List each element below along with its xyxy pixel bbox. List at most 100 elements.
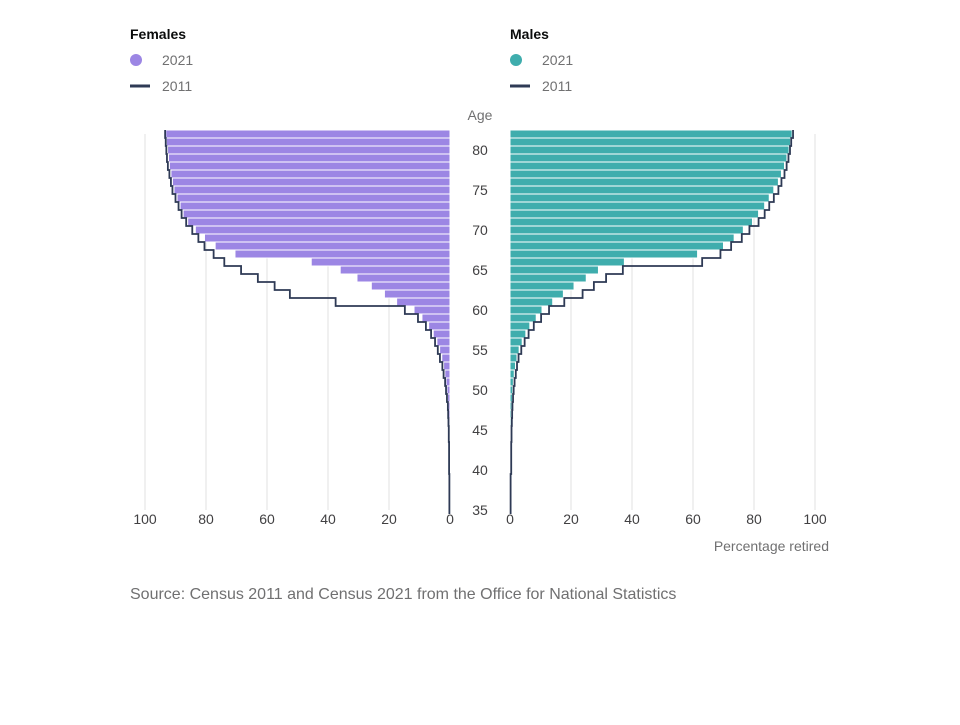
legend-females-2011-label: 2011 xyxy=(162,78,192,94)
bar-females-2021-age-75 xyxy=(174,186,450,194)
bar-males-2021-age-66 xyxy=(510,258,624,266)
age-tick-50: 50 xyxy=(472,382,488,398)
bar-males-2021-age-72 xyxy=(510,210,759,218)
bar-females-2021-age-58 xyxy=(429,322,450,330)
bar-males-2021-age-64 xyxy=(510,274,586,282)
bar-females-2021-age-56 xyxy=(437,338,450,346)
bar-females-2021-age-78 xyxy=(169,162,450,170)
bar-females-2021-age-54 xyxy=(442,354,450,362)
bar-males-2021-age-74 xyxy=(510,194,769,202)
age-tick-65: 65 xyxy=(472,262,488,278)
age-axis-title: Age xyxy=(468,107,493,123)
x-tick-females-40: 40 xyxy=(320,511,336,527)
bar-females-2021-age-55 xyxy=(440,346,450,354)
bar-females-2021-age-80 xyxy=(168,146,450,154)
bar-males-2021-age-78 xyxy=(510,162,785,170)
bar-females-2021-age-69 xyxy=(204,234,450,242)
bar-males-2021-age-59 xyxy=(510,314,536,322)
x-tick-males-80: 80 xyxy=(746,511,762,527)
x-tick-females-20: 20 xyxy=(381,511,397,527)
age-tick-60: 60 xyxy=(472,302,488,318)
x-tick-males-0: 0 xyxy=(506,511,514,527)
bar-females-2021-age-64 xyxy=(357,274,450,282)
x-tick-females-100: 100 xyxy=(133,511,157,527)
bar-males-2021-age-80 xyxy=(510,146,789,154)
bar-females-2021-age-71 xyxy=(188,218,450,226)
bar-males-2021-age-77 xyxy=(510,170,781,178)
x-tick-males-20: 20 xyxy=(563,511,579,527)
legend-males-title: Males xyxy=(510,26,549,42)
bar-females-2021-age-57 xyxy=(433,330,450,338)
bar-males-2021-age-52 xyxy=(510,370,514,378)
bar-females-2021-age-52 xyxy=(445,370,450,378)
bar-males-2021-age-57 xyxy=(510,330,526,338)
x-tick-females-60: 60 xyxy=(259,511,275,527)
legend-males-2021-label: 2021 xyxy=(542,52,573,68)
legend-females-2021-dot xyxy=(130,54,142,66)
x-tick-females-0: 0 xyxy=(446,511,454,527)
bar-males-2021-age-82 xyxy=(510,130,792,138)
bar-females-2021-age-51 xyxy=(446,378,450,386)
bar-females-2021-age-68 xyxy=(215,242,450,250)
age-tick-75: 75 xyxy=(472,182,488,198)
age-tick-80: 80 xyxy=(472,142,488,158)
bar-females-2021-age-82 xyxy=(166,130,450,138)
bar-males-2021-age-76 xyxy=(510,178,778,186)
x-axis-title: Percentage retired xyxy=(714,538,829,554)
bar-males-2021-age-81 xyxy=(510,138,791,146)
age-tick-70: 70 xyxy=(472,222,488,238)
age-tick-35: 35 xyxy=(472,502,488,518)
bar-males-2021-age-58 xyxy=(510,322,530,330)
x-tick-males-100: 100 xyxy=(803,511,827,527)
bar-males-2021-age-55 xyxy=(510,346,519,354)
age-tick-45: 45 xyxy=(472,422,488,438)
bar-females-2021-age-65 xyxy=(340,266,450,274)
bar-males-2021-age-67 xyxy=(510,250,698,258)
bar-males-2021-age-79 xyxy=(510,154,787,162)
bar-males-2021-age-51 xyxy=(510,378,513,386)
bar-females-2021-age-67 xyxy=(235,250,450,258)
bar-females-2021-age-74 xyxy=(177,194,450,202)
bar-males-2021-age-54 xyxy=(510,354,517,362)
legend-males-2011-label: 2011 xyxy=(542,78,572,94)
bar-males-2021-age-63 xyxy=(510,282,574,290)
bar-males-2021-age-69 xyxy=(510,234,734,242)
bar-males-2021-age-53 xyxy=(510,362,515,370)
bar-females-2021-age-60 xyxy=(414,306,450,314)
legend-females-2021-label: 2021 xyxy=(162,52,193,68)
legend-males: Males 2021 2011 xyxy=(510,26,573,94)
bar-males-2021-age-62 xyxy=(510,290,563,298)
bar-males-2021-age-60 xyxy=(510,306,542,314)
x-tick-females-80: 80 xyxy=(198,511,214,527)
bar-females-2021-age-49 xyxy=(448,394,450,402)
legend-males-2021-dot xyxy=(510,54,522,66)
bar-females-2021-age-62 xyxy=(384,290,450,298)
bar-males-2021-age-73 xyxy=(510,202,765,210)
bar-males-2021-age-56 xyxy=(510,338,522,346)
bar-males-2021-age-49 xyxy=(510,394,512,402)
bar-females-2021-age-53 xyxy=(444,362,450,370)
bar-males-2021-age-61 xyxy=(510,298,553,306)
source-note: Source: Census 2011 and Census 2021 from… xyxy=(130,586,676,603)
bar-males-2021-age-50 xyxy=(510,386,513,394)
bar-males-2021-age-68 xyxy=(510,242,724,250)
x-tick-males-40: 40 xyxy=(624,511,640,527)
bar-females-2021-age-73 xyxy=(180,202,450,210)
bar-males-2021-age-70 xyxy=(510,226,743,234)
bar-females-2021-age-81 xyxy=(166,138,450,146)
bar-females-2021-age-76 xyxy=(172,178,450,186)
legend-females: Females 2021 2011 xyxy=(130,26,193,94)
bar-females-2021-age-72 xyxy=(183,210,450,218)
bar-females-2021-age-63 xyxy=(371,282,450,290)
bar-males-2021-age-75 xyxy=(510,186,774,194)
bar-females-2021-age-61 xyxy=(397,298,450,306)
bar-females-2021-age-59 xyxy=(422,314,450,322)
bar-males-2021-age-65 xyxy=(510,266,598,274)
bar-females-2021-age-50 xyxy=(447,386,450,394)
x-tick-males-60: 60 xyxy=(685,511,701,527)
bar-females-2021-age-77 xyxy=(171,170,450,178)
age-tick-55: 55 xyxy=(472,342,488,358)
